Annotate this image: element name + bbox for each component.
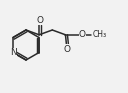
Text: CH₃: CH₃ [92,30,107,39]
Text: O: O [64,45,71,54]
Text: O: O [79,30,86,39]
Text: N: N [10,48,16,57]
Text: O: O [37,16,44,25]
